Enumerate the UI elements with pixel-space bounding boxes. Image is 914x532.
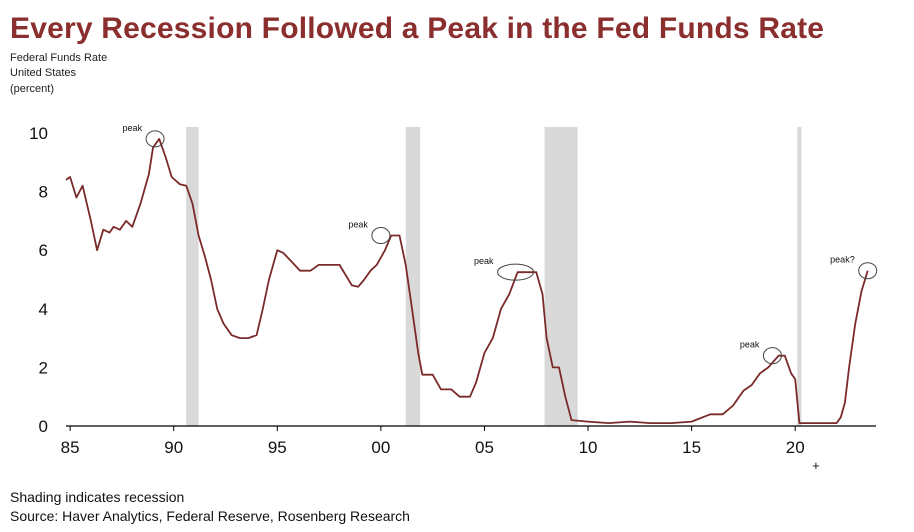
x-tick-label: 15	[682, 438, 701, 457]
axis-layer: 0 2 4 6 8 10 85 90 95 00 05 10 15 20 +	[29, 124, 876, 470]
x-tick-label: 00	[371, 438, 390, 457]
x-axis-plus-marker: +	[812, 458, 820, 470]
y-tick-label: 8	[39, 183, 48, 202]
recession-band-0	[186, 127, 199, 426]
peak-circle-0	[145, 130, 165, 148]
peak-circle-4	[858, 262, 878, 280]
recession-band-3	[797, 127, 802, 426]
peak-label-1: peak	[348, 220, 368, 230]
peak-label-2: peak	[474, 256, 494, 266]
annotation-layer: peak peak peak peak peak?	[123, 123, 878, 365]
x-tick-label: 20	[786, 438, 805, 457]
shading-note: Shading indicates recession	[10, 489, 185, 505]
subtitle-units: (percent)	[10, 83, 55, 95]
x-tick-label: 85	[61, 438, 80, 457]
x-tick-label: 95	[268, 438, 287, 457]
peak-circle-3	[762, 347, 782, 365]
y-tick-label: 10	[29, 124, 48, 143]
chart-title: Every Recession Followed a Peak in the F…	[10, 12, 825, 45]
peak-circle-2	[497, 263, 535, 281]
subtitle-region: United States	[10, 67, 77, 79]
source-note: Source: Haver Analytics, Federal Reserve…	[10, 508, 410, 524]
y-tick-label: 0	[39, 417, 48, 436]
recession-band-1	[405, 127, 421, 426]
y-tick-label: 6	[39, 241, 48, 260]
y-tick-label: 2	[39, 358, 48, 377]
x-tick-label: 05	[475, 438, 494, 457]
recession-shading-layer	[186, 127, 802, 426]
y-tick-label: 4	[39, 300, 48, 319]
peak-label-4: peak?	[830, 255, 855, 265]
x-tick-label: 90	[164, 438, 183, 457]
fed-funds-rate-line	[65, 137, 869, 425]
x-tick-label: 10	[579, 438, 598, 457]
peak-label-0: peak	[123, 123, 143, 133]
peak-label-3: peak	[740, 340, 760, 350]
series-layer	[65, 137, 869, 425]
peak-circle-1	[371, 227, 391, 245]
subtitle-series: Federal Funds Rate	[10, 52, 108, 64]
